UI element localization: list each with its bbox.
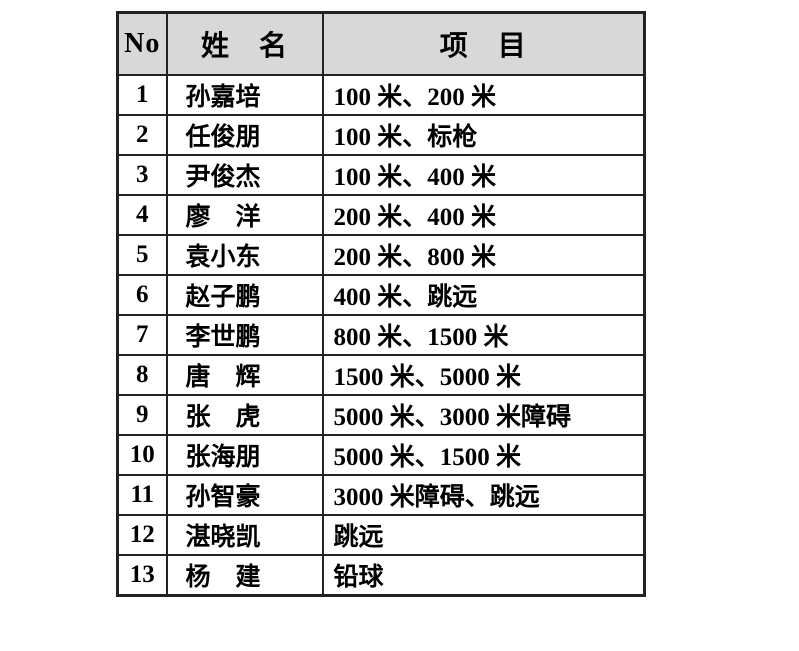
cell-no: 12	[116, 514, 168, 556]
cell-name: 唐 辉	[165, 354, 324, 396]
cell-no: 5	[116, 234, 168, 276]
cell-events: 跳远	[321, 514, 646, 556]
cell-events: 800 米、1500 米	[321, 314, 646, 356]
header-name: 姓 名	[165, 11, 324, 76]
table-header: No 姓 名 项 目	[116, 11, 646, 76]
cell-no: 4	[116, 194, 168, 236]
cell-no: 6	[116, 274, 168, 316]
table-row: 13 杨 建 铅球	[116, 554, 646, 597]
table-row: 7 李世鹏 800 米、1500 米	[116, 314, 646, 356]
table-row: 1 孙嘉培 100 米、200 米	[116, 74, 646, 116]
cell-name: 任俊朋	[165, 114, 324, 156]
cell-name: 湛晓凯	[165, 514, 324, 556]
header-events: 项 目	[321, 11, 646, 76]
cell-events: 5000 米、3000 米障碍	[321, 394, 646, 436]
table-row: 2 任俊朋 100 米、标枪	[116, 114, 646, 156]
cell-name: 杨 建	[165, 554, 324, 597]
cell-events: 200 米、800 米	[321, 234, 646, 276]
cell-no: 3	[116, 154, 168, 196]
header-row: No 姓 名 项 目	[116, 11, 646, 76]
cell-events: 铅球	[321, 554, 646, 597]
table-row: 12 湛晓凯 跳远	[116, 514, 646, 556]
table-row: 5 袁小东 200 米、800 米	[116, 234, 646, 276]
cell-no: 7	[116, 314, 168, 356]
cell-name: 尹俊杰	[165, 154, 324, 196]
table-row: 6 赵子鹏 400 米、跳远	[116, 274, 646, 316]
table-row: 4 廖 洋 200 米、400 米	[116, 194, 646, 236]
cell-events: 100 米、标枪	[321, 114, 646, 156]
cell-events: 3000 米障碍、跳远	[321, 474, 646, 516]
header-no: No	[116, 11, 168, 76]
roster-table: No 姓 名 项 目 1 孙嘉培 100 米、200 米 2 任俊朋 100 米…	[116, 11, 646, 597]
table-row: 3 尹俊杰 100 米、400 米	[116, 154, 646, 196]
cell-name: 袁小东	[165, 234, 324, 276]
cell-events: 5000 米、1500 米	[321, 434, 646, 476]
cell-events: 100 米、200 米	[321, 74, 646, 116]
cell-events: 1500 米、5000 米	[321, 354, 646, 396]
cell-no: 11	[116, 474, 168, 516]
cell-name: 张 虎	[165, 394, 324, 436]
cell-name: 李世鹏	[165, 314, 324, 356]
cell-name: 孙智豪	[165, 474, 324, 516]
cell-no: 2	[116, 114, 168, 156]
cell-name: 廖 洋	[165, 194, 324, 236]
table-row: 9 张 虎 5000 米、3000 米障碍	[116, 394, 646, 436]
cell-name: 赵子鹏	[165, 274, 324, 316]
cell-no: 1	[116, 74, 168, 116]
cell-events: 400 米、跳远	[321, 274, 646, 316]
cell-no: 13	[116, 554, 168, 597]
table-row: 11 孙智豪 3000 米障碍、跳远	[116, 474, 646, 516]
table-row: 8 唐 辉 1500 米、5000 米	[116, 354, 646, 396]
table-body: 1 孙嘉培 100 米、200 米 2 任俊朋 100 米、标枪 3 尹俊杰 1…	[116, 74, 646, 597]
cell-no: 10	[116, 434, 168, 476]
table-row: 10 张海朋 5000 米、1500 米	[116, 434, 646, 476]
cell-events: 100 米、400 米	[321, 154, 646, 196]
cell-no: 8	[116, 354, 168, 396]
cell-no: 9	[116, 394, 168, 436]
cell-name: 张海朋	[165, 434, 324, 476]
cell-name: 孙嘉培	[165, 74, 324, 116]
cell-events: 200 米、400 米	[321, 194, 646, 236]
